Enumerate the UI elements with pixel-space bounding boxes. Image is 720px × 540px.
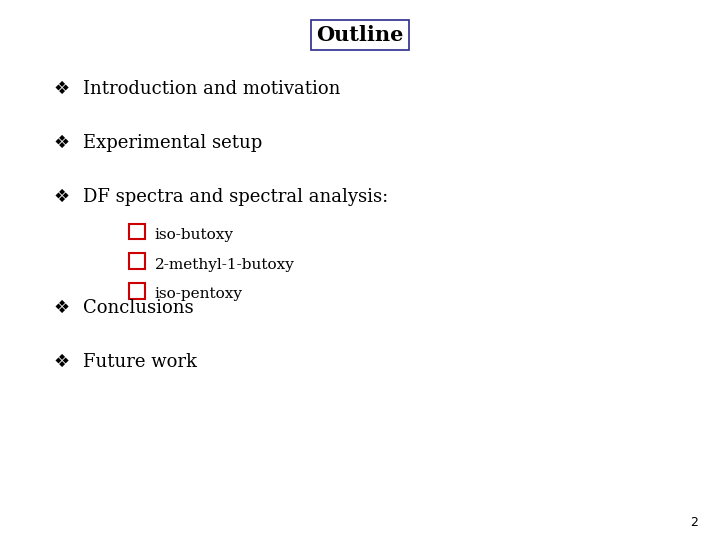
Text: Introduction and motivation: Introduction and motivation bbox=[83, 80, 340, 98]
Bar bbox=[129, 253, 145, 269]
Text: Outline: Outline bbox=[316, 25, 404, 45]
Text: Future work: Future work bbox=[83, 353, 197, 371]
Text: ❖: ❖ bbox=[53, 299, 69, 317]
Text: iso-butoxy: iso-butoxy bbox=[155, 228, 234, 242]
Text: 2-methyl-1-butoxy: 2-methyl-1-butoxy bbox=[155, 258, 294, 272]
Text: ❖: ❖ bbox=[53, 188, 69, 206]
Text: Experimental setup: Experimental setup bbox=[83, 134, 262, 152]
Text: ❖: ❖ bbox=[53, 134, 69, 152]
Text: Conclusions: Conclusions bbox=[83, 299, 194, 317]
Text: ❖: ❖ bbox=[53, 80, 69, 98]
Bar bbox=[129, 224, 145, 239]
Text: iso-pentoxy: iso-pentoxy bbox=[155, 287, 243, 301]
Text: DF spectra and spectral analysis:: DF spectra and spectral analysis: bbox=[83, 188, 388, 206]
Text: ❖: ❖ bbox=[53, 353, 69, 371]
Bar bbox=[129, 283, 145, 299]
Text: 2: 2 bbox=[690, 516, 698, 529]
